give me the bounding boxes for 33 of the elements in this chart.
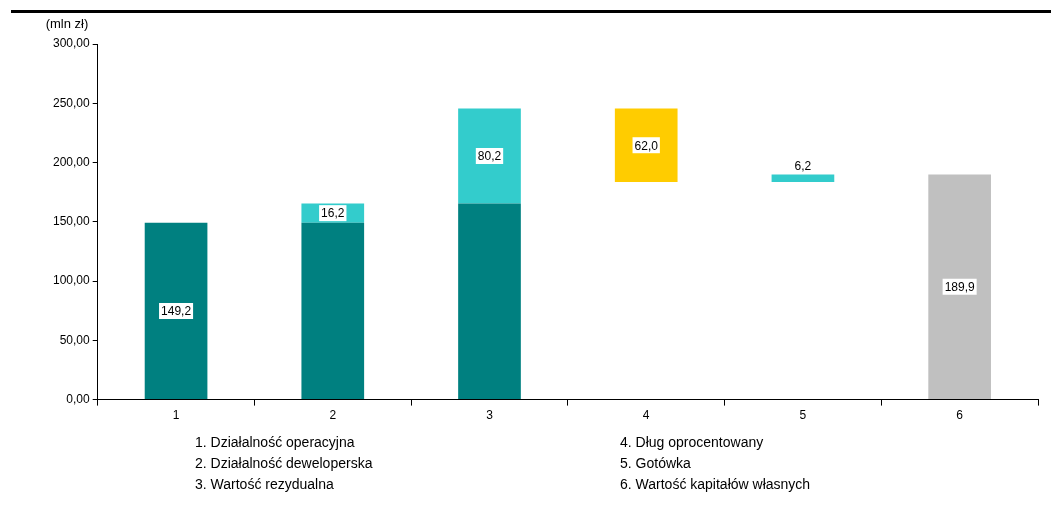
bar [458, 203, 521, 400]
y-axis-title: (mln zł) [45, 15, 89, 31]
bar [614, 108, 678, 182]
x-tick-label: 4 [642, 408, 650, 423]
data-label: 149,2 [161, 304, 192, 319]
bar [771, 174, 835, 182]
text: 3. Wartość rezydualna [195, 476, 335, 494]
text: 4. Dług oprocentowany [620, 434, 765, 452]
y-tick-label: 250,00 [53, 95, 91, 110]
bar [458, 108, 521, 204]
bar [301, 222, 365, 400]
y-tick-label: 50,00 [59, 332, 91, 347]
data-label: 16,2 [321, 206, 345, 221]
bar [928, 174, 991, 400]
y-tick-label: 200,00 [53, 154, 91, 169]
y-tick-label: 150,00 [53, 214, 91, 229]
x-tick-label: 5 [799, 408, 807, 423]
text: 6. Wartość kapitałów własnych [620, 476, 811, 494]
y-tick-label: 300,00 [53, 36, 91, 51]
y-tick-label: 0,00 [66, 391, 91, 406]
text: 1. Działalność operacyjna [195, 434, 356, 452]
data-label: 189,9 [944, 280, 975, 295]
data-label: 62,0 [634, 138, 659, 153]
data-label: 6,2 [794, 158, 812, 173]
bar [144, 222, 208, 400]
text: 5. Gotówka [620, 455, 692, 473]
x-tick-label: 1 [172, 408, 180, 423]
y-tick-label: 100,00 [53, 273, 91, 288]
data-label: 80,2 [477, 149, 502, 164]
x-tick-label: 3 [486, 408, 494, 423]
x-tick-label: 2 [329, 408, 337, 423]
x-tick-label: 6 [956, 408, 964, 423]
text: 2. Działalność deweloperska [195, 455, 373, 473]
